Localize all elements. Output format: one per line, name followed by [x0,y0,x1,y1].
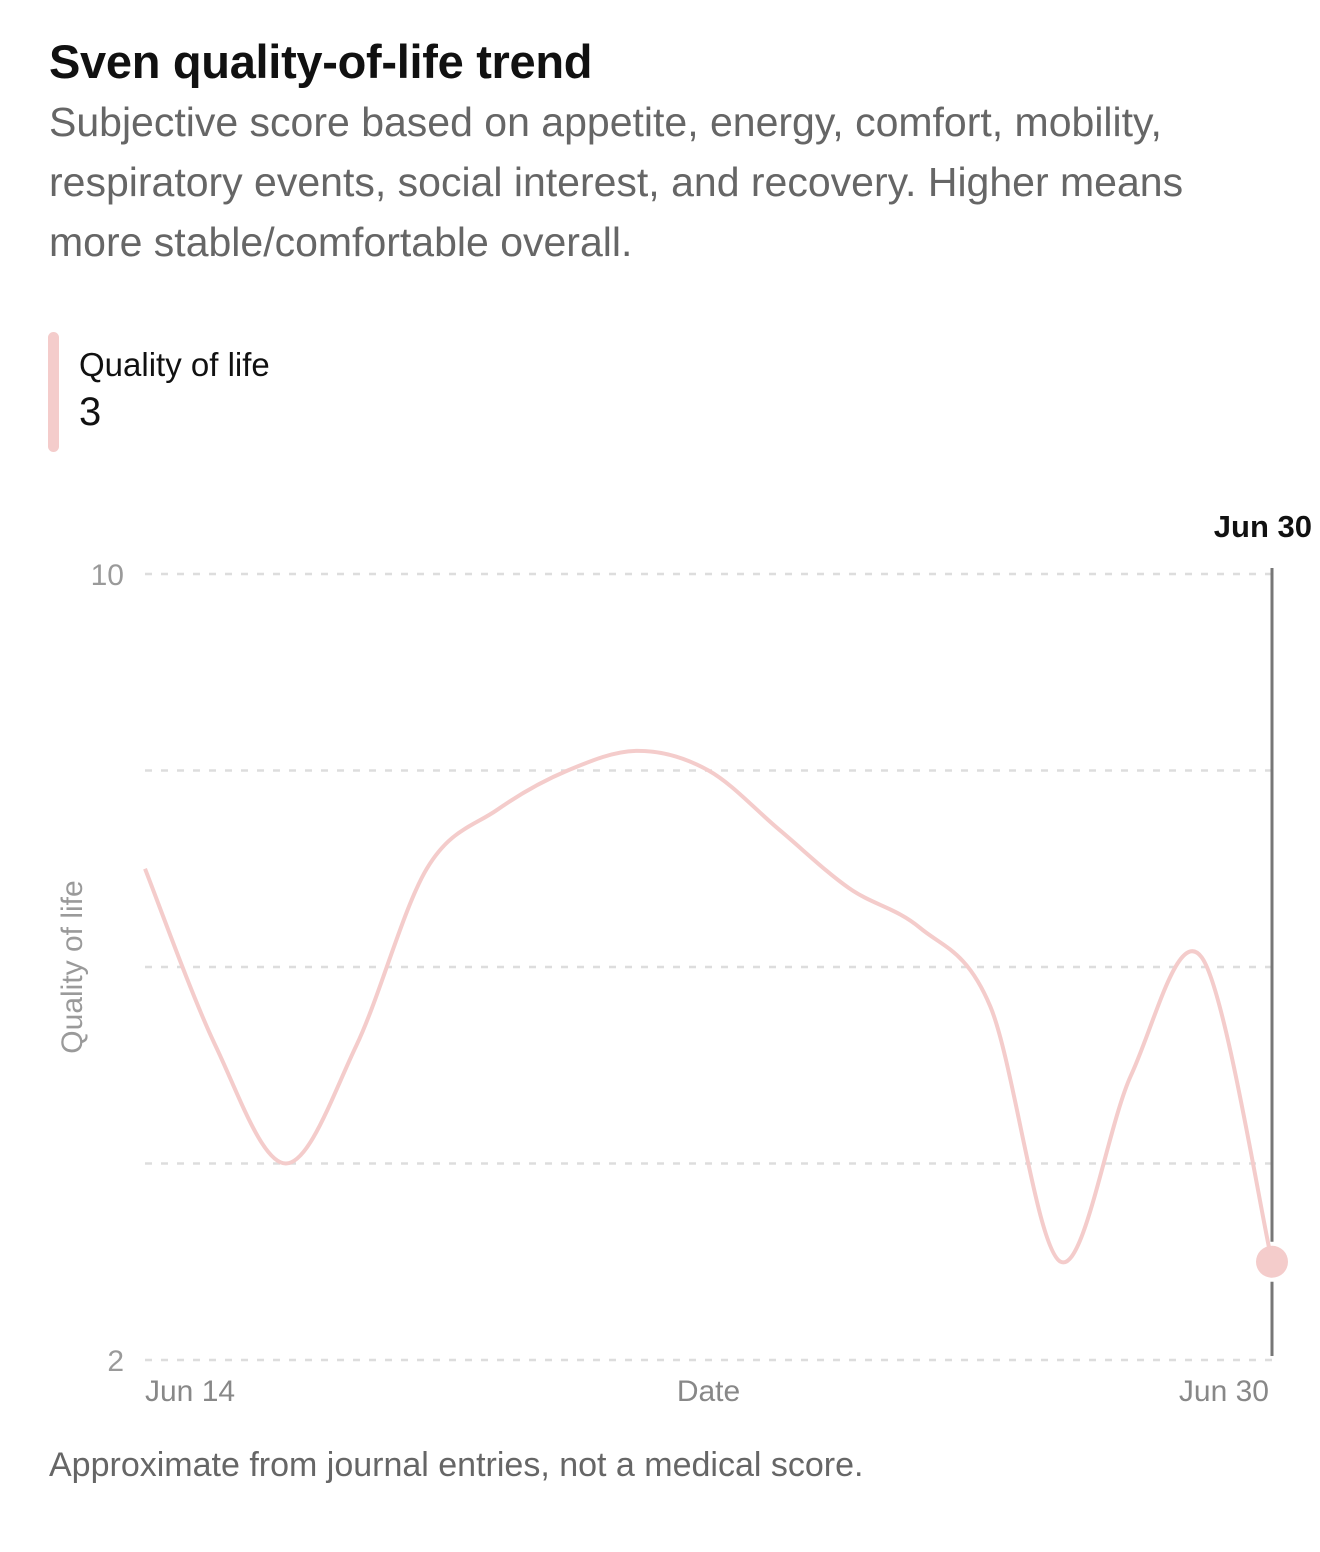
series-group [143,748,1274,1265]
cursor-date-label: Jun 30 [1214,509,1312,544]
line-chart[interactable]: 10 2 Quality of life Jun 14 Jun 30 Date Ju… [0,490,1320,1430]
highlight-point[interactable] [1256,1245,1288,1278]
x-tick-label: Jun 30 [1179,1375,1269,1408]
y-tick-label: 2 [107,1345,124,1378]
series-line [143,748,1274,1265]
x-axis-label: Date [677,1375,740,1408]
highlight-cursor: Jun 30 [1214,509,1312,1356]
chart-title: Sven quality-of-life trend [49,35,593,88]
x-tick-label: Jun 14 [145,1375,235,1408]
legend-label: Quality of life [79,346,270,383]
y-axis-ticks: 10 2 [91,559,124,1378]
legend: Quality of life 3 [48,332,448,452]
y-tick-label: 10 [91,559,124,592]
y-axis-label: Quality of life [56,880,89,1053]
gridlines [145,572,1272,1362]
footnote: Approximate from journal entries, not a … [49,1446,864,1484]
legend-value: 3 [79,390,102,434]
legend-color-bar [48,332,59,452]
x-axis-ticks: Jun 14 Jun 30 [145,1375,1269,1408]
chart-subtitle: Subjective score based on appetite, ener… [49,99,1184,265]
